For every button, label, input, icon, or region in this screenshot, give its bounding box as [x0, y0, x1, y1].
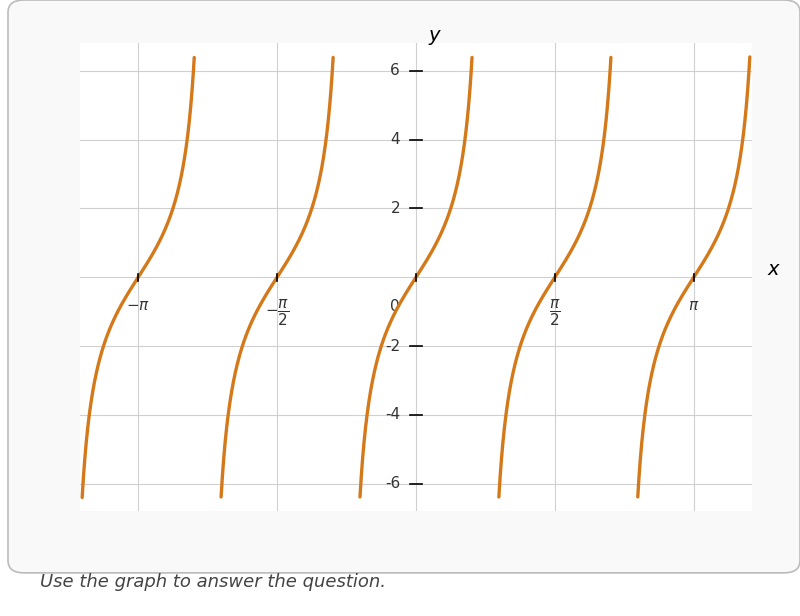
Text: $-\dfrac{\pi}{2}$: $-\dfrac{\pi}{2}$	[265, 298, 290, 328]
Text: $\dfrac{\pi}{2}$: $\dfrac{\pi}{2}$	[549, 298, 561, 328]
Text: $x$: $x$	[767, 260, 782, 279]
Text: Use the graph to answer the question.: Use the graph to answer the question.	[40, 573, 386, 591]
Text: $\pi$: $\pi$	[688, 298, 699, 313]
Text: -6: -6	[385, 476, 400, 491]
Text: -2: -2	[385, 339, 400, 354]
Text: 2: 2	[390, 201, 400, 216]
Text: $0$: $0$	[389, 298, 399, 314]
Text: $-\pi$: $-\pi$	[126, 298, 150, 313]
Text: 4: 4	[390, 132, 400, 147]
Text: 6: 6	[390, 63, 400, 78]
Text: $y$: $y$	[428, 28, 442, 47]
Text: -4: -4	[385, 407, 400, 423]
